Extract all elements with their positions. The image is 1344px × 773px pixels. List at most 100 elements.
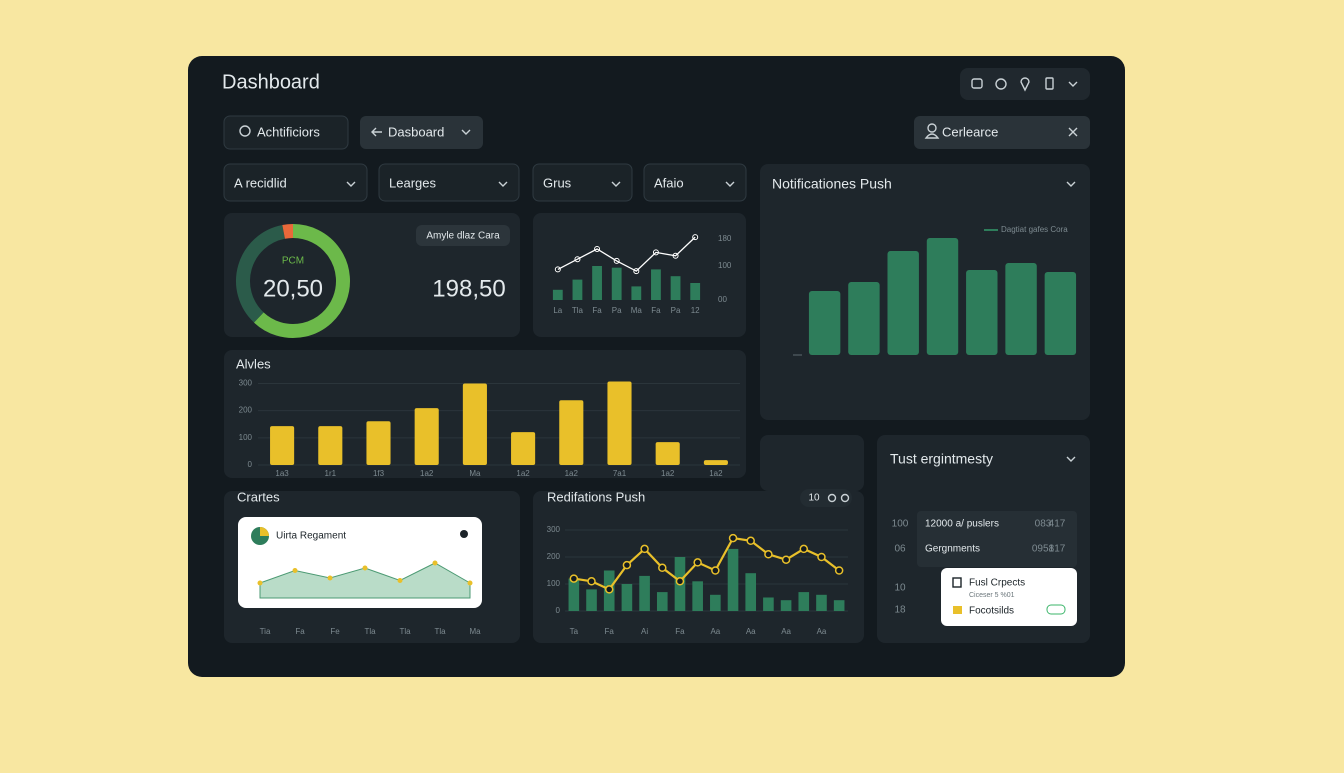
point bbox=[799, 544, 809, 554]
bar bbox=[611, 267, 622, 300]
icon bbox=[927, 123, 937, 133]
x-tick-label: Aa bbox=[781, 627, 791, 636]
icon[interactable] bbox=[1020, 77, 1030, 92]
search-button[interactable] bbox=[223, 115, 349, 150]
donut-value: 20,50 bbox=[263, 275, 323, 302]
y-tick-label: 0 bbox=[556, 606, 561, 615]
y-tick-label: 180 bbox=[718, 234, 732, 243]
chevron bbox=[725, 181, 735, 187]
bar bbox=[631, 286, 642, 300]
bar bbox=[656, 592, 668, 611]
point bbox=[327, 575, 333, 581]
user-label: Cerlearce bbox=[942, 124, 998, 139]
icon[interactable] bbox=[1045, 77, 1054, 90]
bar bbox=[552, 289, 563, 300]
point bbox=[292, 568, 298, 573]
point bbox=[467, 580, 473, 586]
chevron bbox=[461, 129, 471, 135]
donut-segment bbox=[282, 224, 294, 239]
y-tick-label: 200 bbox=[239, 406, 253, 415]
x-tick-label: Tia bbox=[260, 627, 271, 636]
area bbox=[259, 562, 471, 599]
back-label: Dasboard bbox=[388, 124, 444, 139]
bar bbox=[318, 426, 343, 465]
bar bbox=[592, 266, 602, 300]
point bbox=[728, 533, 738, 543]
dropdown-label: A recidlid bbox=[234, 175, 287, 190]
table-cell: 0951 bbox=[1032, 544, 1055, 555]
point bbox=[781, 555, 791, 564]
combo-chart-card bbox=[533, 491, 864, 643]
green-chart-card bbox=[760, 164, 1090, 420]
x-tick-label: 12 bbox=[691, 306, 700, 315]
popup-subtitle: Ciceser 5 %01 bbox=[969, 592, 1015, 599]
x-tick-label: Fa bbox=[605, 627, 615, 636]
table-cell: Gergnments bbox=[925, 544, 980, 555]
yellow-chart-title: Alvles bbox=[236, 356, 271, 371]
bar bbox=[586, 589, 597, 611]
point bbox=[569, 574, 579, 583]
x-tick-label: Fa bbox=[592, 306, 602, 315]
bar bbox=[727, 548, 739, 611]
stat-value: 198,50 bbox=[432, 275, 505, 302]
icon[interactable] bbox=[995, 78, 1007, 90]
bar bbox=[1005, 263, 1037, 355]
point bbox=[397, 578, 403, 583]
search-label: Achtificiors bbox=[257, 124, 320, 139]
icon bbox=[260, 527, 269, 536]
icon bbox=[952, 577, 962, 588]
x-tick-label: Ma bbox=[631, 306, 643, 315]
x-tick-label: Fa bbox=[675, 627, 685, 636]
icon bbox=[924, 133, 940, 139]
icon[interactable] bbox=[1068, 81, 1078, 87]
close-icon[interactable] bbox=[1068, 127, 1078, 137]
table-title: Tust ergintmesty bbox=[890, 451, 993, 467]
dropdown[interactable] bbox=[643, 163, 747, 202]
x-tick-label: La bbox=[553, 306, 562, 315]
bar bbox=[887, 251, 919, 355]
icon[interactable] bbox=[971, 78, 983, 89]
table-highlight bbox=[917, 511, 1077, 567]
bar bbox=[780, 600, 792, 611]
toggle[interactable] bbox=[1046, 604, 1066, 615]
user-field[interactable] bbox=[914, 116, 1090, 149]
x-tick-label: Pa bbox=[612, 306, 622, 315]
bar bbox=[816, 594, 827, 611]
badge bbox=[800, 489, 852, 507]
bar bbox=[607, 381, 632, 465]
x-tick-label: 1a2 bbox=[661, 469, 675, 478]
dropdown[interactable] bbox=[378, 163, 520, 202]
donut-segment bbox=[236, 225, 286, 323]
legend-label: Dagtiat gafes Cora bbox=[1001, 225, 1068, 234]
x-tick-label: 1a2 bbox=[709, 469, 723, 478]
bar bbox=[366, 421, 391, 465]
spacer-card bbox=[760, 435, 864, 491]
table-cell: 10 bbox=[894, 583, 906, 594]
y-tick-label: 00 bbox=[718, 295, 727, 304]
x-tick-label: 1a2 bbox=[420, 469, 434, 478]
icon bbox=[953, 606, 962, 614]
table-cell: 06 bbox=[894, 544, 906, 555]
bar bbox=[511, 432, 536, 465]
y-tick-label: 100 bbox=[718, 261, 732, 270]
point bbox=[362, 565, 368, 571]
x-tick-label: Tla bbox=[434, 627, 446, 636]
icon bbox=[239, 125, 251, 137]
dropdown[interactable] bbox=[532, 163, 633, 202]
bar bbox=[926, 238, 959, 355]
point bbox=[658, 563, 667, 573]
dropdown[interactable] bbox=[223, 163, 368, 202]
icon-bar[interactable] bbox=[960, 68, 1090, 100]
bar bbox=[655, 442, 680, 465]
x-tick-label: Aa bbox=[817, 627, 827, 636]
x-tick-label: Fe bbox=[330, 627, 340, 636]
point bbox=[817, 552, 826, 562]
back-button[interactable] bbox=[360, 116, 483, 149]
area-card-title: Uirta Regament bbox=[276, 531, 346, 542]
combo-chart-title: Redifations Push bbox=[547, 489, 645, 504]
bar bbox=[690, 283, 701, 300]
x-tick-label: Tla bbox=[364, 627, 376, 636]
point bbox=[432, 560, 438, 566]
bar bbox=[270, 426, 295, 465]
